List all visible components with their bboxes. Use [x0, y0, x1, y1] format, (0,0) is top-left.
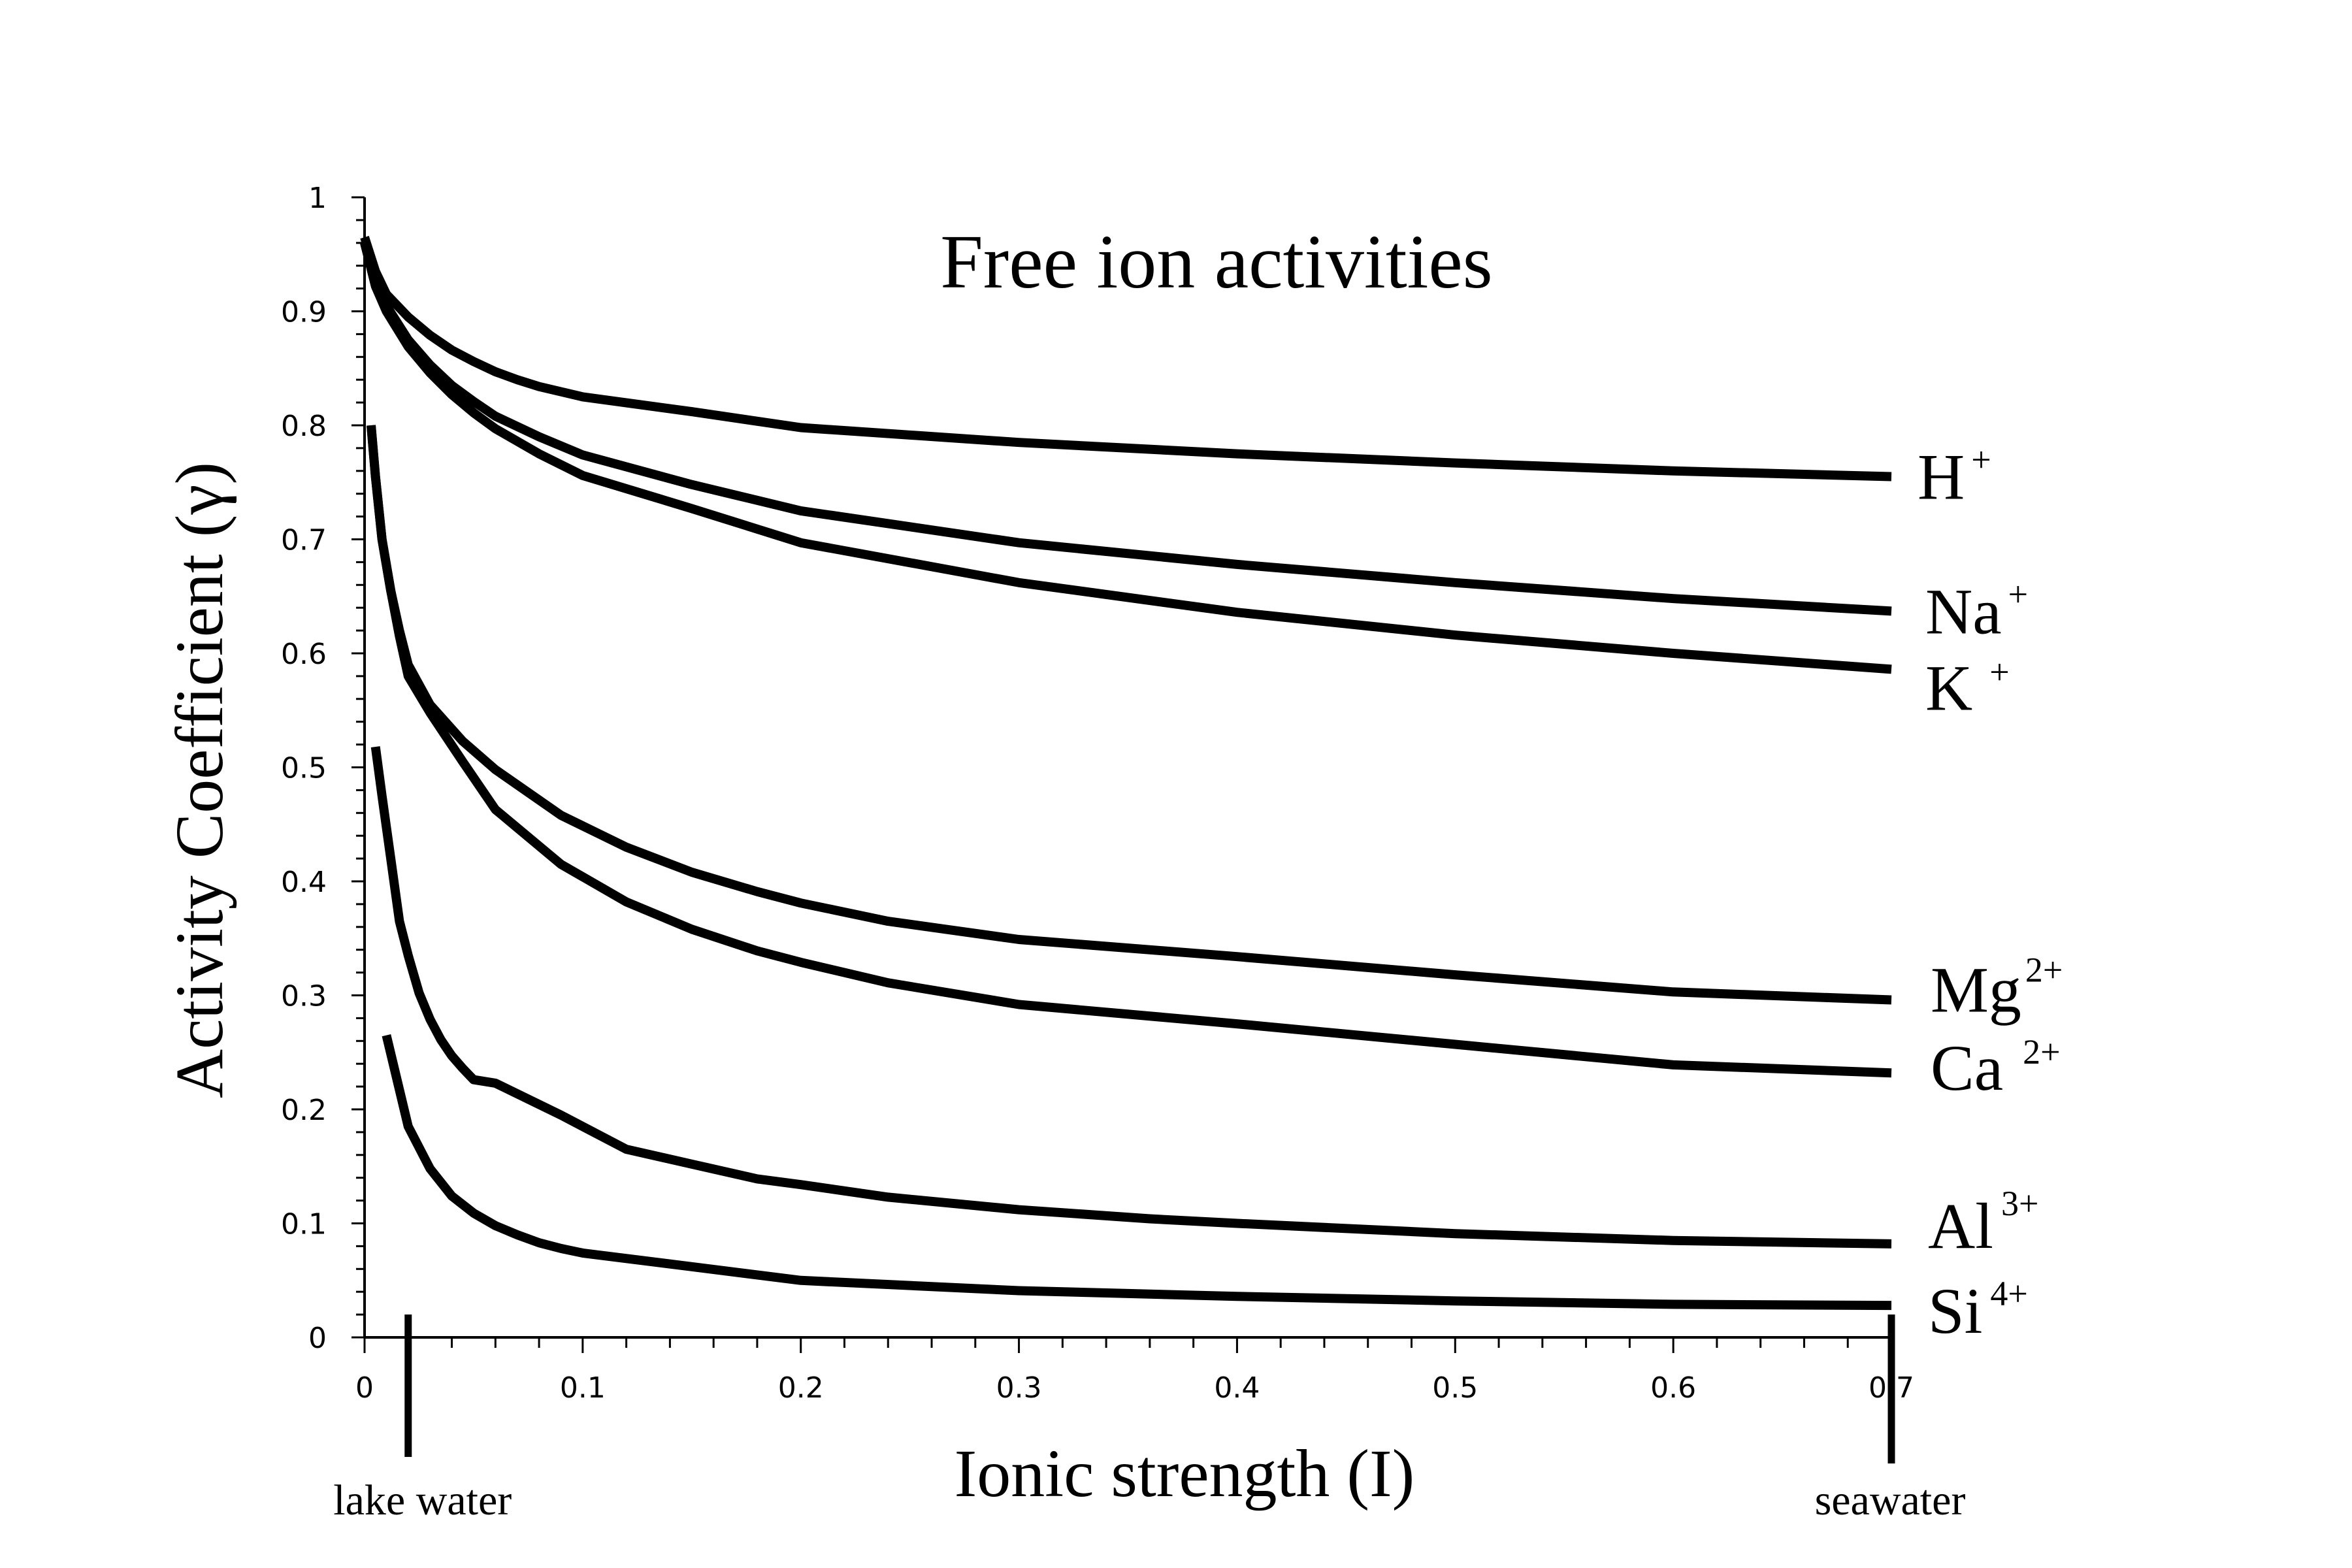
- series-charge: 2+: [2023, 1032, 2060, 1071]
- marker-label-lake-water: lake water: [333, 1477, 512, 1524]
- y-tick-label: 0.2: [281, 1094, 327, 1127]
- chart-title: Free ion activities: [940, 219, 1492, 304]
- marker-label-seawater: seawater: [1815, 1477, 1966, 1524]
- series-label-al: Al 3+: [1928, 1184, 2038, 1262]
- series-charge: +: [2008, 574, 2028, 613]
- y-tick-label: 0.5: [281, 752, 327, 785]
- series-label-na: Na +: [1925, 574, 2028, 647]
- y-tick-label: 0.9: [281, 296, 327, 329]
- x-tick-label: 0.6: [1650, 1371, 1696, 1405]
- series-label-h: H +: [1918, 440, 1991, 514]
- series-charge: 3+: [2001, 1184, 2038, 1223]
- y-tick-label: 0.4: [281, 866, 327, 899]
- series-label-si: Si 4+: [1928, 1274, 2028, 1347]
- x-tick-label: 0.5: [1432, 1371, 1478, 1405]
- x-axis-title: Ionic strength (I): [955, 1436, 1415, 1511]
- series-labels: H + Na +K + Mg 2+Ca 2+ Al 3+ Si 4+: [1918, 440, 2063, 1348]
- markers: lake water seawater: [333, 1315, 1965, 1524]
- y-tick-label: 0.8: [281, 410, 327, 443]
- x-tick-label: 0.1: [560, 1371, 606, 1405]
- curves: [360, 235, 1892, 1311]
- y-tick-label: 0.1: [281, 1208, 327, 1241]
- series-charge: +: [1971, 440, 1991, 480]
- x-tick-label: 0: [355, 1371, 374, 1405]
- y-tick-label: 0.3: [281, 980, 327, 1013]
- y-tick-label: 0.6: [281, 638, 327, 671]
- series-line-h: [360, 235, 1892, 482]
- series-charge: 2+: [2025, 950, 2063, 989]
- y-tick-label: 0.7: [281, 524, 327, 557]
- series-label-mg: Mg 2+: [1931, 950, 2063, 1026]
- x-tick-label: 0.3: [996, 1371, 1042, 1405]
- y-tick-label: 1: [308, 182, 327, 215]
- series-line-k: [360, 242, 1892, 674]
- x-tick-label: 0.2: [778, 1371, 824, 1405]
- series-charge: +: [1989, 652, 2009, 691]
- x-tick-label: 0.4: [1214, 1371, 1260, 1405]
- series-line-ca: [367, 425, 1892, 1078]
- series-label-k: K +: [1925, 651, 2010, 724]
- series-charge: 4+: [1990, 1274, 2027, 1313]
- series-line-al: [370, 746, 1892, 1249]
- y-tick-label: 0: [308, 1322, 327, 1355]
- series-line-si: [382, 1034, 1892, 1311]
- y-axis-title: Activity Coefficient (γ): [162, 462, 237, 1098]
- axes: 0 0.1 0.2 0.3 0.4 0.5 0.6 0.7 0.8 0.9 1 0 0.1 0.2 0.3 0…: [281, 182, 1914, 1405]
- series-label-ca: Ca 2+: [1931, 1032, 2061, 1104]
- series-line-mg: [367, 425, 1892, 1005]
